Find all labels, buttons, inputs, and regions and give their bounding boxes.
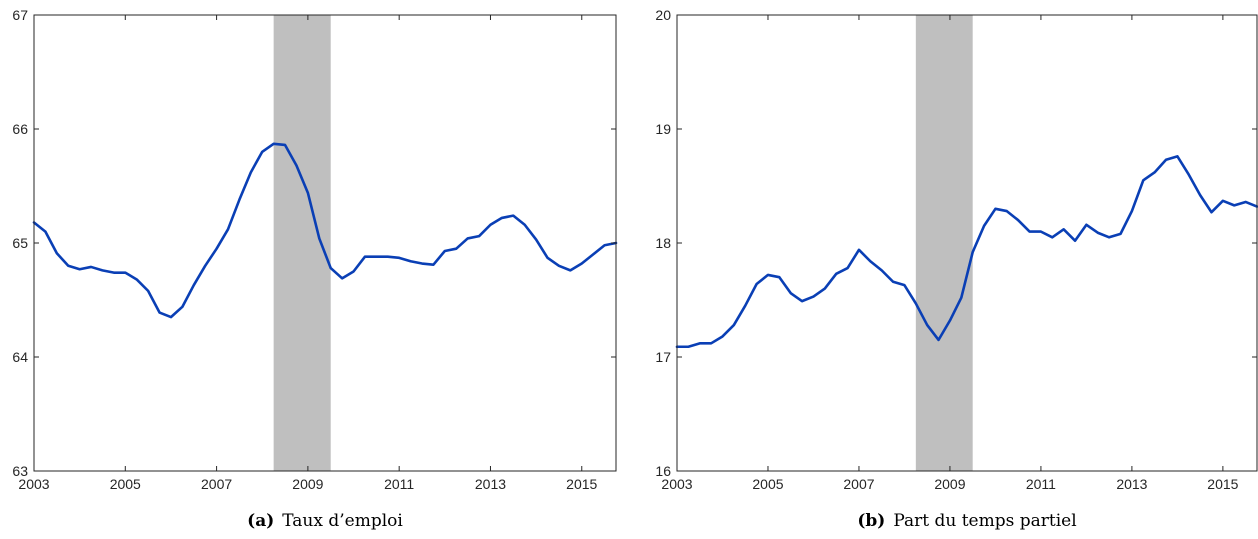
x-tick-label: 2013	[1116, 476, 1147, 492]
x-tick-label: 2007	[201, 476, 232, 492]
y-tick-label: 65	[12, 235, 28, 251]
x-tick-label: 2015	[566, 476, 597, 492]
x-tick-label: 2005	[110, 476, 141, 492]
caption-label: Part du temps partiel	[893, 511, 1076, 531]
x-tick-label: 2009	[934, 476, 965, 492]
x-tick-label: 2007	[843, 476, 874, 492]
y-tick-label: 16	[655, 463, 671, 479]
x-tick-label: 2009	[292, 476, 323, 492]
y-tick-label: 17	[655, 349, 671, 365]
y-tick-label: 19	[655, 121, 671, 137]
x-tick-label: 2005	[752, 476, 783, 492]
y-tick-label: 67	[12, 7, 28, 23]
x-tick-label: 2011	[384, 476, 414, 492]
caption-letter: (a)	[247, 511, 274, 531]
series-line	[675, 155, 1258, 349]
x-tick-label: 2015	[1207, 476, 1238, 492]
recession-band	[915, 15, 973, 471]
subfigure-caption: (b) Part du temps partiel	[857, 511, 1076, 531]
caption-letter: (b)	[857, 511, 885, 531]
y-tick-label: 20	[655, 7, 671, 23]
x-tick-label: 2003	[661, 476, 692, 492]
series-line	[32, 142, 618, 319]
panel-part-time-share: 2003 2005 2007 2009 2011 2013 2015 16 17 18 19 20 (b…	[655, 7, 1258, 531]
y-tick-label: 18	[655, 235, 671, 251]
y-tick-label: 66	[12, 121, 28, 137]
y-tick-label: 64	[12, 349, 28, 365]
y-tick-label: 63	[12, 463, 28, 479]
x-tick-label: 2013	[475, 476, 506, 492]
x-tick-label: 2003	[18, 476, 49, 492]
panel-employment-rate: 2003 2005 2007 2009 2011 2013 2015 63 64 65 66 67 (a…	[12, 7, 618, 531]
caption-label: Taux d’emploi	[282, 511, 403, 531]
x-tick-label: 2011	[1026, 476, 1056, 492]
subfigure-caption: (a) Taux d’emploi	[247, 511, 403, 531]
